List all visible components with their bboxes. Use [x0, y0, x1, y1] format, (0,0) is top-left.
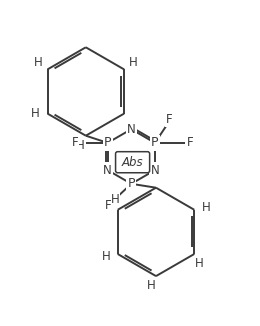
Text: F: F — [105, 200, 111, 213]
Text: H: H — [202, 201, 210, 214]
Text: F: F — [187, 136, 193, 149]
Text: N: N — [103, 164, 112, 177]
FancyBboxPatch shape — [116, 152, 150, 173]
Text: P: P — [128, 177, 135, 190]
Text: H: H — [129, 56, 138, 69]
Text: H: H — [76, 139, 85, 152]
Text: Abs: Abs — [122, 156, 144, 169]
Text: H: H — [111, 193, 120, 206]
Text: P: P — [151, 136, 159, 149]
Text: H: H — [195, 258, 204, 270]
Text: H: H — [31, 107, 40, 120]
Text: F: F — [72, 136, 79, 149]
Text: H: H — [146, 279, 155, 292]
Text: N: N — [151, 164, 159, 177]
Text: H: H — [31, 107, 40, 120]
Text: F: F — [166, 113, 173, 126]
Text: H: H — [102, 250, 110, 263]
Text: H: H — [34, 56, 43, 69]
Text: N: N — [127, 123, 136, 136]
Text: P: P — [104, 136, 111, 149]
